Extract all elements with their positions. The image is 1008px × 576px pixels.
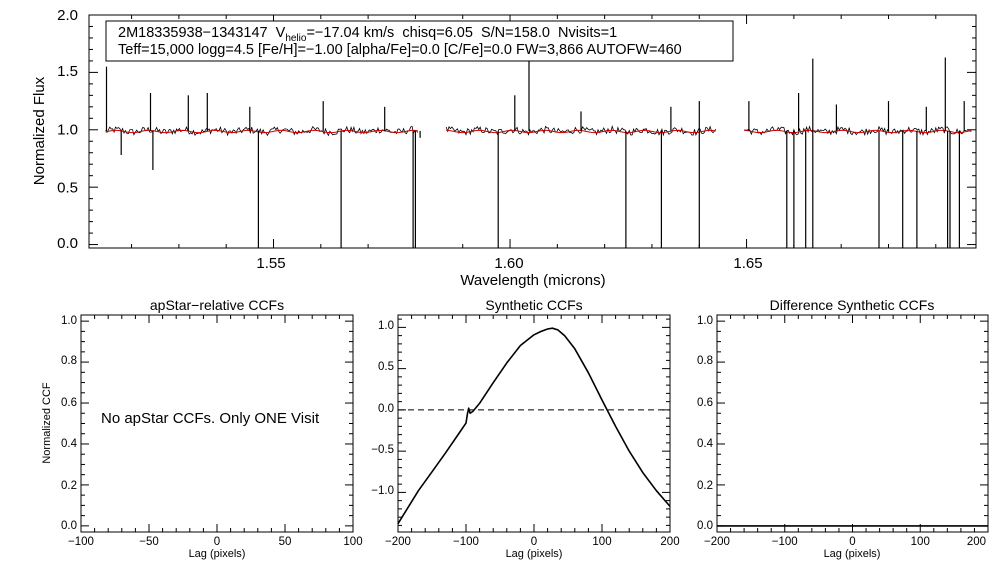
v-helio-value: =−17.04 km/s <box>306 25 394 41</box>
ccf-synthetic-panel: Synthetic CCFs −1.0 −0.5 0.0 0.5 1.0 −20… <box>371 297 679 560</box>
ccf-apstar-y-axis-label: Normalized CCF <box>41 382 53 464</box>
ccf-apstar-ytick-label: 0.0 <box>61 520 77 532</box>
ccf-apstar-xtick-label: −100 <box>68 536 94 548</box>
ccf-synthetic-xtick-label: −200 <box>385 536 411 548</box>
ccf-synthetic-data <box>397 327 671 525</box>
chisq-value: chisq=6.05 <box>402 25 473 41</box>
ccf-difference-ytick-label: 0.0 <box>697 520 713 532</box>
ccf-synthetic-xtick-label: 100 <box>592 536 611 548</box>
ccf-apstar-ytick-label: 1.0 <box>61 315 77 327</box>
info-box-frame <box>105 20 734 62</box>
no-ccf-message: No apStar CCFs. Only ONE Visit <box>101 410 320 427</box>
spectrum-data <box>105 20 972 248</box>
ccf-difference-frame <box>716 314 989 533</box>
ccf-synthetic-title: Synthetic CCFs <box>485 297 582 313</box>
ccf-difference-ytick-label: 0.2 <box>697 480 713 492</box>
ccf-difference-panel: Difference Synthetic CCFs 0.0 0.2 0.4 0.… <box>697 297 989 560</box>
spectrum-ytick-label: 0.5 <box>57 180 78 197</box>
spectrum-model-line <box>744 129 972 134</box>
ccf-apstar-title: apStar−relative CCFs <box>150 297 284 313</box>
nvisits-value: Nvisits=1 <box>558 25 617 41</box>
ccf-synthetic-ytick-label: 0.0 <box>378 403 394 415</box>
ccf-apstar-ytick-label: 0.2 <box>61 480 77 492</box>
spectrum-tick-marks <box>89 14 976 248</box>
ccf-synthetic-frame <box>397 314 671 533</box>
spectrum-ytick-label: 1.5 <box>57 63 78 80</box>
spectrum-ytick-label: 0.0 <box>57 235 78 252</box>
ccf-apstar-tick-marks <box>80 315 354 532</box>
ccf-difference-ytick-label: 0.4 <box>697 438 714 450</box>
ccf-difference-xtick-label: 0 <box>849 536 855 548</box>
ccf-difference-xtick-label: −100 <box>772 536 798 548</box>
spectrum-observed-line <box>445 124 717 137</box>
ccf-synthetic-x-axis-label: Lag (pixels) <box>506 548 563 560</box>
ccf-difference-xtick-label: 200 <box>967 536 986 548</box>
ccf-apstar-xtick-label: 50 <box>279 536 292 548</box>
ccf-synthetic-ytick-label: −1.0 <box>371 485 394 497</box>
ccf-synthetic-xtick-label: 200 <box>660 536 679 548</box>
spectrum-ytick-label: 2.0 <box>57 7 78 24</box>
ccf-difference-ytick-label: 0.8 <box>697 355 713 367</box>
ccf-synthetic-ytick-label: 1.0 <box>378 320 394 332</box>
ccf-apstar-ytick-label: 0.6 <box>61 397 77 409</box>
ccf-difference-tick-marks <box>716 315 989 532</box>
star-id: 2M18335938−1343147 <box>118 25 268 41</box>
ccf-synthetic-xtick-label: 0 <box>531 536 537 548</box>
spectrum-xtick-label: 1.65 <box>733 255 762 272</box>
ccf-synthetic-tick-marks <box>397 315 671 532</box>
spectrum-xtick-label: 1.60 <box>494 255 523 272</box>
spectrum-model-line <box>105 129 418 134</box>
info-box: 2M18335938−1343147 Vhelio=−17.04 km/s ch… <box>105 20 734 62</box>
v-helio-subscript: helio <box>285 33 307 44</box>
spectrum-panel: 0.0 0.5 1.0 1.5 2.0 1.55 1.60 1.65 Wavel… <box>31 7 977 289</box>
spectrum-plot-frame <box>88 14 977 249</box>
ccf-synthetic-ytick-label: 0.5 <box>378 361 394 373</box>
ccf-apstar-xtick-label: 0 <box>214 536 220 548</box>
spectrum-x-axis-label: Wavelength (microns) <box>460 272 605 289</box>
ccf-apstar-xtick-label: 100 <box>343 536 362 548</box>
ccf-apstar-ytick-label: 0.4 <box>61 438 78 450</box>
ccf-difference-xtick-label: 100 <box>911 536 930 548</box>
spectrum-observed-line <box>105 125 419 137</box>
ccf-difference-xtick-label: −200 <box>704 536 730 548</box>
spectrum-ytick-label: 1.0 <box>57 122 78 139</box>
ccf-difference-ytick-label: 0.6 <box>697 397 713 409</box>
sn-value: S/N=158.0 <box>481 25 550 41</box>
synthetic-ccf-line <box>397 327 671 525</box>
ccf-apstar-panel: apStar−relative CCFs 0.0 0.2 0.4 0.6 0.8… <box>41 297 363 560</box>
ccf-apstar-x-axis-label: Lag (pixels) <box>189 548 246 560</box>
ccf-apstar-ytick-label: 0.8 <box>61 355 77 367</box>
info-line-1: 2M18335938−1343147 Vhelio=−17.04 km/s ch… <box>118 25 617 44</box>
ccf-apstar-xtick-label: −50 <box>139 536 159 548</box>
ccf-difference-title: Difference Synthetic CCFs <box>770 297 935 313</box>
spectrum-xtick-label: 1.55 <box>256 255 285 272</box>
ccf-difference-x-axis-label: Lag (pixels) <box>824 548 881 560</box>
info-line-2: Teff=15,000 logg=4.5 [Fe/H]=−1.00 [alpha… <box>118 42 682 58</box>
v-helio-label: V <box>276 25 286 41</box>
spectrum-y-axis-label: Normalized Flux <box>31 76 48 185</box>
ccf-difference-ytick-label: 1.0 <box>697 315 713 327</box>
ccf-synthetic-ytick-label: −0.5 <box>371 444 394 456</box>
ccf-synthetic-xtick-label: −100 <box>453 536 479 548</box>
